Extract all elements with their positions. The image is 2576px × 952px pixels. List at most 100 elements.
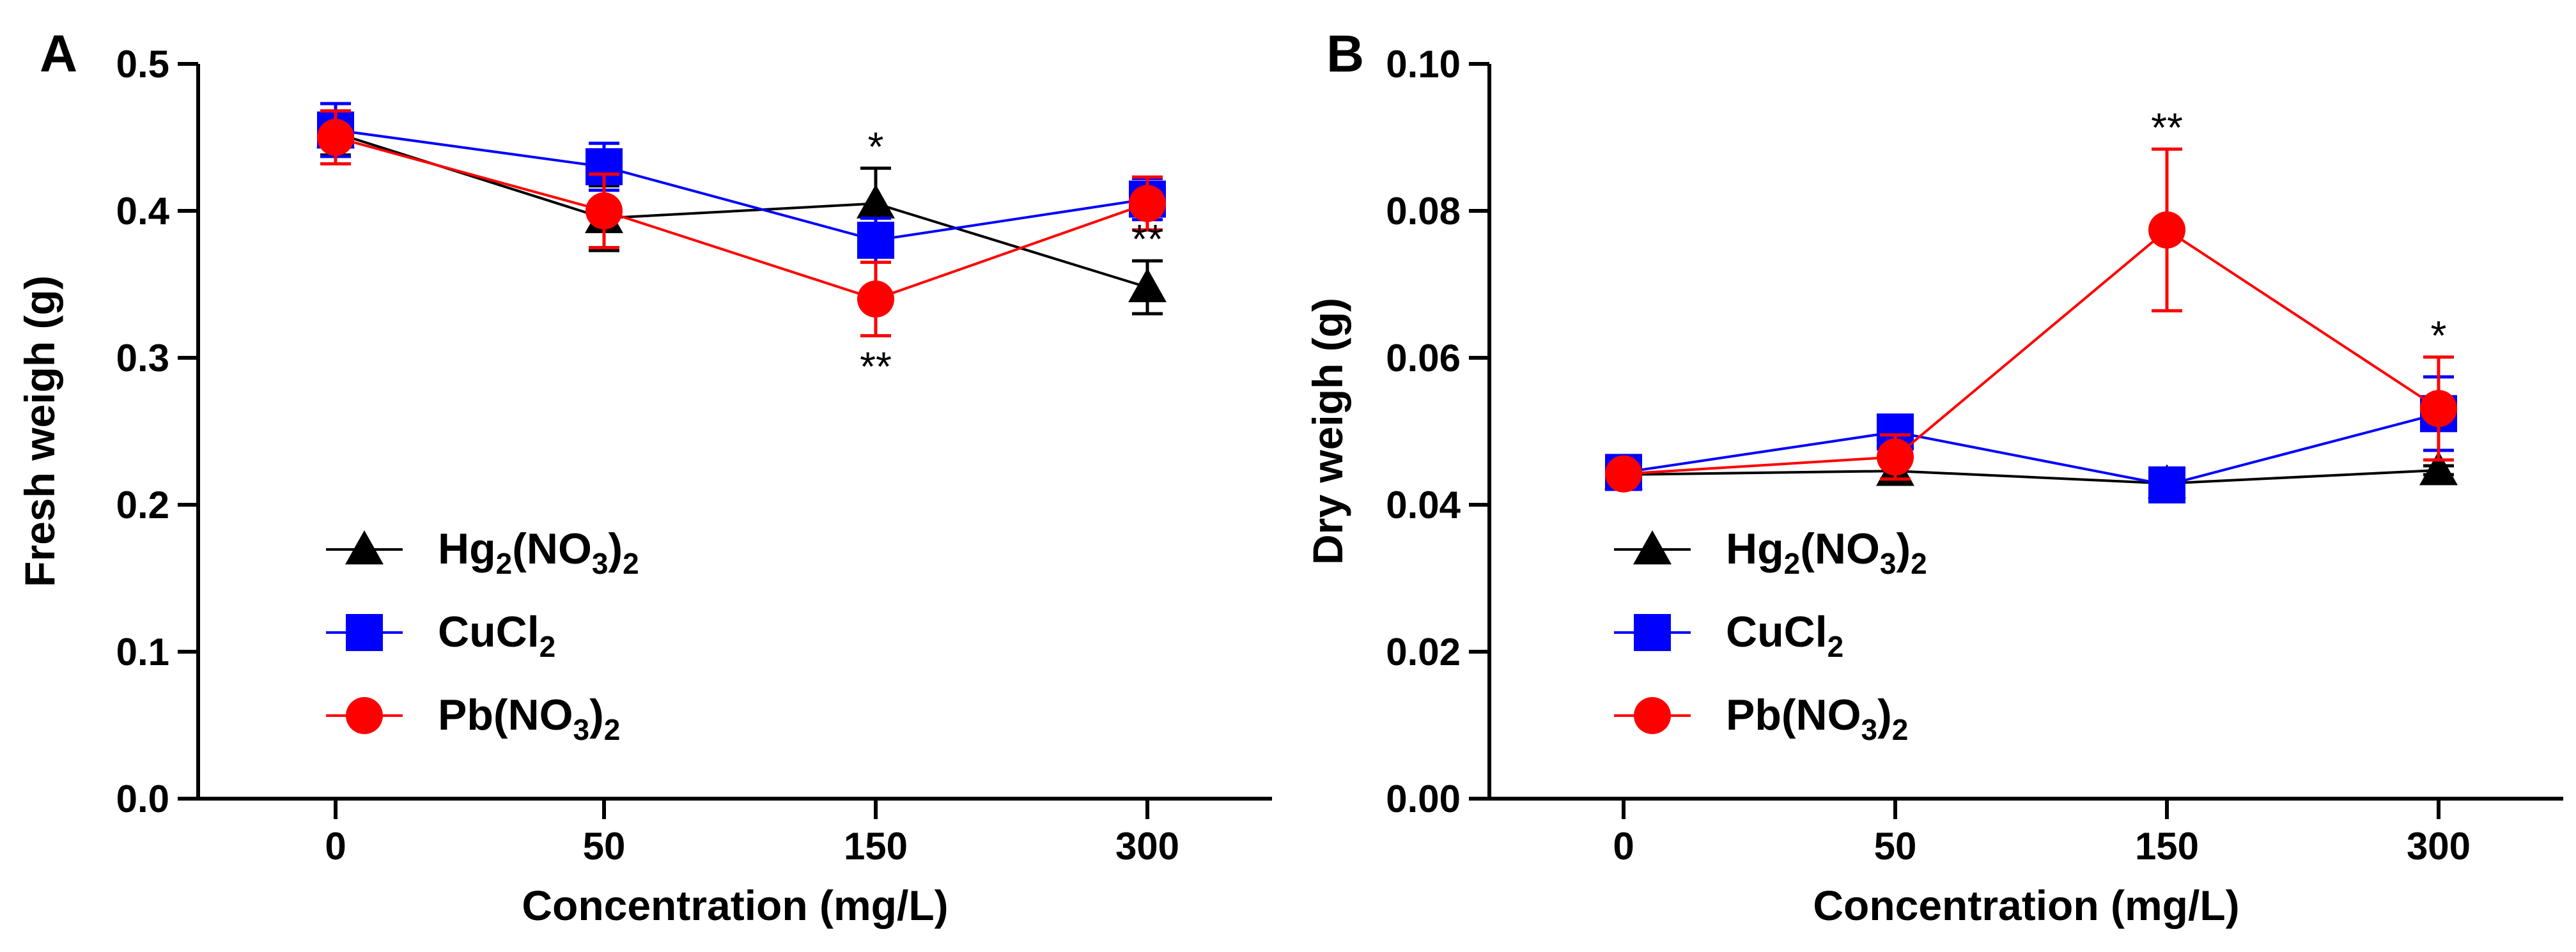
x-tick-label: 0	[325, 825, 346, 868]
legend-item: Pb(NO3)2	[1614, 691, 1908, 746]
legend-label: Hg2(NO3)2	[1726, 525, 1927, 580]
panel-letter: B	[1326, 25, 1364, 83]
legend-subscript: 3	[573, 713, 590, 746]
y-tick-label: 0.02	[1386, 631, 1461, 673]
x-axis-title: Concentration (mg/L)	[1813, 882, 2239, 929]
series-square	[317, 102, 1166, 264]
legend-subscript: 2	[623, 547, 639, 580]
data-point	[1128, 268, 1167, 302]
legend-text: CuCl	[438, 608, 539, 656]
legend-text: )	[1877, 691, 1892, 739]
y-tick-label: 0.4	[116, 190, 170, 233]
legend-text: (NO	[512, 525, 592, 573]
legend-marker	[1634, 697, 1671, 734]
series-square	[1605, 375, 2457, 503]
legend-label: Pb(NO3)2	[1726, 691, 1908, 746]
x-tick-label: 150	[844, 825, 908, 868]
data-point	[2148, 466, 2185, 503]
legend-item: Hg2(NO3)2	[1614, 525, 1927, 580]
legend-label: Pb(NO3)2	[438, 691, 620, 746]
x-tick-label: 50	[1874, 825, 1917, 868]
legend-subscript: 3	[592, 547, 609, 580]
series-triangle	[316, 109, 1167, 316]
legend-subscript: 3	[1880, 547, 1897, 580]
y-axis-title: Fresh weigh (g)	[16, 275, 63, 587]
legend-subscript: 2	[1892, 713, 1909, 746]
data-point	[1605, 455, 1642, 493]
data-point	[2419, 450, 2458, 486]
chart-panel-b: B 0.00 0.02 0.04 0.06 0.08 0.10 0 50 150 300 Concen…	[1304, 25, 2563, 929]
data-point	[1129, 185, 1166, 222]
legend-text: )	[1897, 525, 1911, 573]
legend-item: Pb(NO3)2	[326, 691, 620, 746]
series-line	[1623, 468, 2439, 485]
series-circle	[317, 109, 1166, 337]
legend-item: CuCl2	[326, 608, 555, 663]
legend-subscript: 2	[539, 630, 556, 663]
legend-subscript: 2	[1827, 630, 1844, 663]
series-line	[1623, 228, 2440, 475]
y-tick-label: 0.08	[1386, 190, 1461, 233]
legend-label: CuCl2	[438, 608, 555, 663]
y-tick-label: 0.3	[116, 337, 169, 380]
y-tick-label: 0.0	[116, 778, 169, 820]
legend-text: Pb(NO	[438, 691, 573, 739]
legend-marker	[346, 697, 383, 734]
data-point	[1877, 438, 1914, 476]
legend-subscript: 2	[496, 547, 513, 580]
legend-marker	[346, 614, 383, 651]
legend-subscript: 2	[604, 713, 621, 746]
x-tick-label: 300	[2407, 825, 2471, 868]
y-tick-label: 0.2	[116, 484, 169, 526]
legend-text: )	[589, 691, 604, 739]
legend-text: Pb(NO	[1726, 691, 1861, 739]
data-point	[2148, 211, 2185, 249]
data-point	[857, 222, 894, 259]
legend-text: Hg	[1726, 525, 1784, 573]
legend-subscript: 3	[1861, 713, 1878, 746]
y-tick-label: 0.5	[116, 43, 169, 86]
legend-item: Hg2(NO3)2	[326, 525, 639, 580]
chart-panel-a: A 0.0 0.1 0.2 0.3 0.4 0.5 0 50 150 300 Concentratio…	[16, 25, 1272, 929]
data-point	[2420, 390, 2457, 427]
legend-subscript: 2	[1784, 547, 1801, 580]
legend-item: CuCl2	[1614, 608, 1843, 663]
legend-marker	[1634, 614, 1671, 651]
legend-label: Hg2(NO3)2	[438, 525, 639, 580]
legend-text: (NO	[1800, 525, 1880, 573]
series-circle	[1605, 147, 2457, 493]
y-tick-label: 0.04	[1386, 484, 1461, 526]
y-tick-label: 0.00	[1386, 778, 1461, 820]
y-tick-label: 0.06	[1386, 337, 1461, 380]
series-line	[335, 132, 1148, 289]
panel-letter: A	[40, 25, 77, 83]
series-line	[1623, 412, 2439, 487]
data-point	[857, 280, 894, 318]
significance-label: *	[868, 123, 884, 169]
series-line	[335, 128, 1148, 242]
legend-text: Hg	[438, 525, 496, 573]
data-point	[317, 119, 354, 156]
legend-text: CuCl	[1726, 608, 1827, 656]
legend-text: )	[609, 525, 623, 573]
y-axis-title: Dry weigh (g)	[1304, 298, 1351, 565]
y-tick-label: 0.1	[116, 631, 169, 673]
significance-label: **	[860, 344, 892, 390]
legend-subscript: 2	[1911, 547, 1927, 580]
x-tick-label: 0	[1613, 825, 1634, 868]
significance-label: *	[2431, 312, 2447, 358]
x-tick-label: 50	[583, 825, 626, 868]
legend-label: CuCl2	[1726, 608, 1843, 663]
y-tick-label: 0.10	[1386, 43, 1461, 86]
legend-marker	[345, 530, 384, 565]
significance-label: **	[1131, 216, 1163, 262]
significance-label: **	[2151, 104, 2183, 150]
x-axis-title: Concentration (mg/L)	[522, 882, 948, 929]
x-tick-label: 300	[1115, 825, 1179, 868]
series-line	[335, 136, 1148, 301]
legend-marker	[1633, 530, 1672, 565]
data-point	[586, 192, 623, 229]
x-tick-label: 150	[2135, 825, 2199, 868]
data-point	[857, 184, 895, 219]
